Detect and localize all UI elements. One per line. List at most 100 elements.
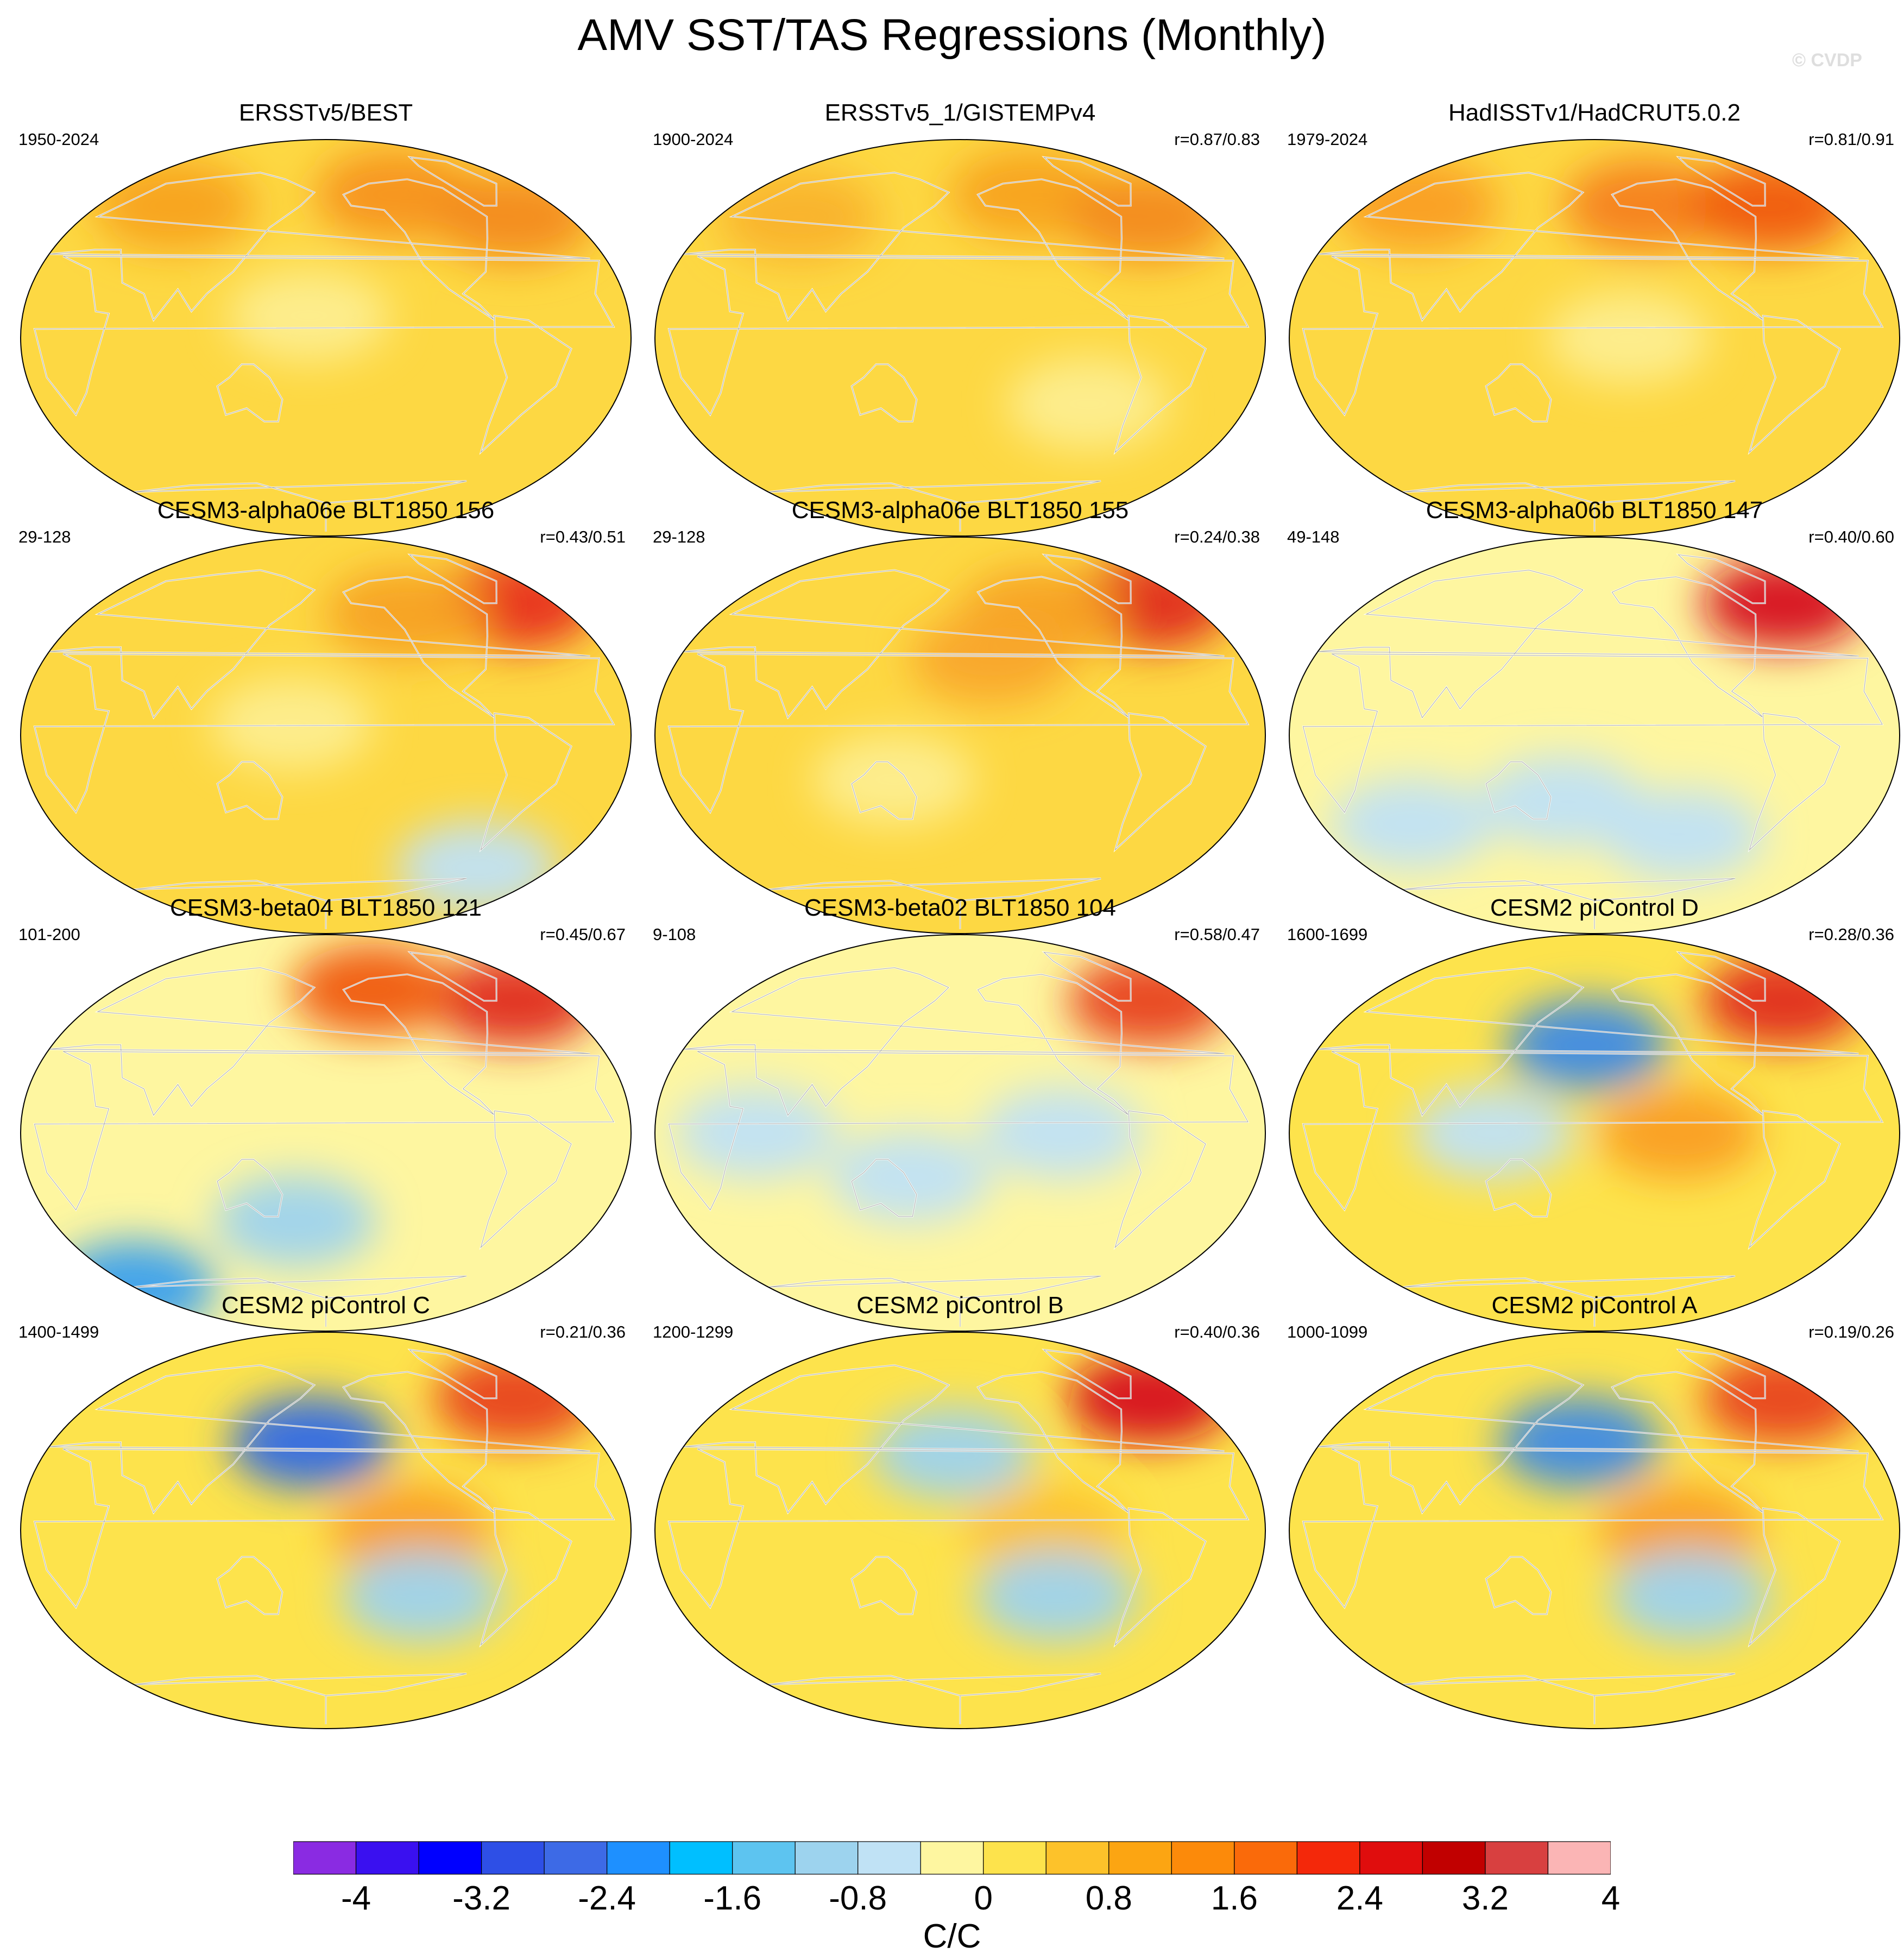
panel-correlation: r=0.40/0.36 bbox=[1174, 1322, 1260, 1341]
colorbar-units: C/C bbox=[923, 1918, 981, 1955]
map-border bbox=[654, 1332, 1266, 1729]
coastline-outline bbox=[34, 1051, 614, 1211]
panel-years: 1400-1499 bbox=[18, 1322, 99, 1341]
colorbar-swatch bbox=[1359, 1841, 1423, 1875]
coastline-outline bbox=[1749, 1508, 1840, 1646]
map-border bbox=[20, 1332, 632, 1729]
coastline-outline bbox=[851, 364, 917, 422]
coastline-outline bbox=[683, 570, 1225, 719]
anomaly-region bbox=[340, 1550, 503, 1643]
panel-title: CESM2 piControl A bbox=[1491, 1292, 1698, 1319]
colorbar-swatch bbox=[795, 1841, 859, 1875]
coastline-outline bbox=[408, 1349, 497, 1399]
colorbar-tick: -4 bbox=[341, 1880, 371, 1917]
coastline-outline bbox=[1611, 576, 1764, 719]
coastline-outline bbox=[1302, 256, 1883, 415]
coastline-outline bbox=[668, 653, 1249, 813]
coastline-outline bbox=[1749, 315, 1840, 453]
anomaly-region bbox=[432, 170, 595, 263]
coastline-outline bbox=[683, 967, 1225, 1116]
anomaly-region bbox=[1411, 1087, 1574, 1179]
coastline-outline bbox=[1677, 156, 1766, 206]
coastline-outline bbox=[977, 974, 1130, 1116]
map-panel: CESM3-beta04 BLT1850 121 101-200 r=0.45/0.… bbox=[11, 893, 641, 1344]
panel-title: ERSSTv5_1/GISTEMPv4 bbox=[824, 99, 1096, 126]
anomaly-region bbox=[1598, 1087, 1761, 1179]
map-border bbox=[20, 934, 632, 1332]
colorbar-swatch bbox=[669, 1841, 733, 1875]
panel-correlation: r=0.40/0.60 bbox=[1808, 527, 1894, 546]
coastline-outline bbox=[1485, 761, 1552, 820]
anomaly-region bbox=[1563, 159, 1727, 252]
regression-map bbox=[654, 934, 1266, 1332]
coastline-outline bbox=[1611, 1371, 1764, 1514]
panel-years: 29-128 bbox=[653, 527, 705, 546]
panel-years: 49-148 bbox=[1287, 527, 1340, 546]
map-panel: CESM3-alpha06b BLT1850 147 49-148 r=0.40/0… bbox=[1279, 495, 1904, 946]
coastline-outline bbox=[1402, 878, 1736, 929]
regression-map bbox=[20, 537, 632, 934]
anomaly-region bbox=[434, 1352, 597, 1445]
coastline-outline bbox=[1611, 974, 1764, 1116]
anomaly-region bbox=[1068, 1352, 1232, 1445]
map-panel: CESM2 piControl C 1400-1499 r=0.21/0.36 bbox=[11, 1290, 641, 1741]
coastline-outline bbox=[977, 179, 1130, 321]
map-panel: CESM3-alpha06e BLT1850 155 29-128 r=0.24/0… bbox=[645, 495, 1275, 946]
panel-years: 1900-2024 bbox=[653, 130, 734, 149]
coastline-outline bbox=[1485, 1159, 1552, 1217]
anomaly-region bbox=[1066, 170, 1230, 263]
map-panel: CESM2 piControl A 1000-1099 r=0.19/0.26 bbox=[1279, 1290, 1904, 1741]
map-panel: CESM3-alpha06e BLT1850 156 29-128 r=0.43/0… bbox=[11, 495, 641, 946]
anomaly-region bbox=[1336, 159, 1499, 252]
anomaly-region bbox=[980, 1087, 1144, 1179]
cvdp-watermark: © CVDP bbox=[1792, 50, 1862, 71]
regression-map bbox=[654, 1332, 1266, 1729]
colorbar-swatch bbox=[607, 1841, 670, 1875]
regression-map bbox=[1289, 1332, 1900, 1729]
coastline-outline bbox=[217, 1159, 283, 1217]
coastline-outline bbox=[1043, 554, 1131, 604]
coastline-outline bbox=[1402, 481, 1736, 532]
colorbar-swatch bbox=[1547, 1841, 1611, 1875]
colorbar-swatch bbox=[293, 1841, 357, 1875]
anomaly-region bbox=[214, 1175, 377, 1268]
map-border bbox=[1289, 139, 1900, 537]
panel-title: CESM3-alpha06e BLT1850 155 bbox=[791, 497, 1129, 524]
coastline-outline bbox=[343, 974, 495, 1116]
coastline-outline bbox=[217, 761, 283, 820]
coastline-outline bbox=[851, 1556, 917, 1615]
colorbar-swatch bbox=[418, 1841, 482, 1875]
anomaly-region bbox=[227, 269, 390, 362]
coastline-outline bbox=[683, 172, 1225, 321]
panel-title: CESM3-alpha06e BLT1850 156 bbox=[157, 497, 495, 524]
coastline-outline bbox=[768, 1276, 1101, 1327]
regression-map bbox=[654, 139, 1266, 537]
panel-years: 1950-2024 bbox=[18, 130, 99, 149]
panel-title: ERSSTv5/BEST bbox=[238, 99, 413, 126]
coastline-outline bbox=[851, 761, 917, 820]
panel-title: CESM2 piControl B bbox=[856, 1292, 1064, 1319]
regression-map bbox=[1289, 139, 1900, 537]
coastline-outline bbox=[977, 576, 1130, 719]
anomaly-region bbox=[1703, 557, 1866, 650]
anomaly-region bbox=[717, 170, 881, 263]
coastline-outline bbox=[134, 1276, 467, 1327]
colorbar-swatch bbox=[1234, 1841, 1297, 1875]
colorbar-tick: 2.4 bbox=[1336, 1880, 1383, 1917]
coastline-outline bbox=[49, 172, 590, 321]
map-border bbox=[654, 139, 1266, 537]
coastline-outline bbox=[1485, 1556, 1552, 1615]
panel-title: CESM3-alpha06b BLT1850 147 bbox=[1426, 497, 1763, 524]
coastline-outline bbox=[343, 576, 495, 719]
coastline-outline bbox=[49, 967, 590, 1116]
colorbar-swatch bbox=[1422, 1841, 1486, 1875]
coastline-outline bbox=[768, 481, 1101, 532]
panel-years: 1600-1699 bbox=[1287, 925, 1368, 944]
colorbar-tick: 4 bbox=[1601, 1880, 1621, 1917]
panel-correlation: r=0.19/0.26 bbox=[1808, 1322, 1894, 1341]
colorbar-tick: -1.6 bbox=[703, 1880, 762, 1917]
colorbar-swatch bbox=[544, 1841, 608, 1875]
map-panel: CESM2 piControl D 1600-1699 r=0.28/0.36 bbox=[1279, 893, 1904, 1344]
anomaly-region bbox=[434, 954, 597, 1047]
coastline-outline bbox=[134, 1673, 467, 1724]
